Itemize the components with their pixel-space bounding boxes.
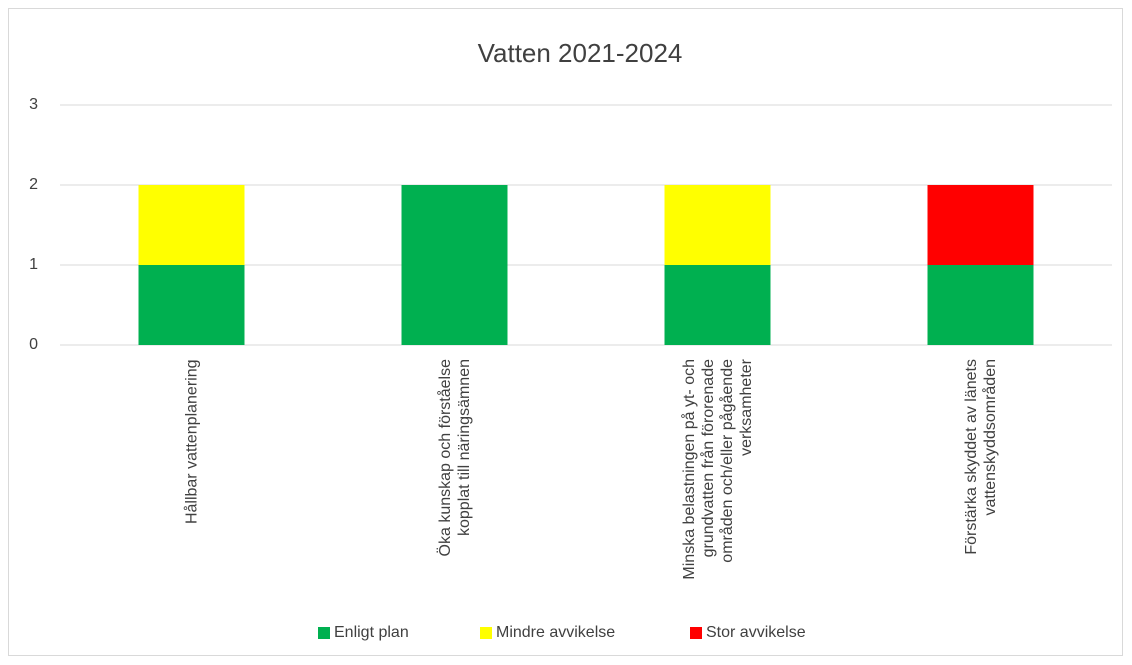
x-tick-label: Minska belastningen på yt- och grundvatt… [680,359,755,580]
y-tick-label: 1 [29,256,38,273]
x-tick-label: Förstärka skyddet av länets vattenskydds… [962,359,999,555]
bar-segment [138,185,245,265]
chart-title: Vatten 2021-2024 [478,38,683,68]
legend-swatch [690,627,702,639]
legend-swatch [318,627,330,639]
x-tick-label: Öka kunskap och förståelse kopplat till … [436,359,473,557]
bar-segment [138,265,245,345]
legend-label: Mindre avvikelse [496,624,615,641]
y-tick-label: 2 [29,176,38,193]
y-tick-label: 0 [29,336,38,353]
bar-segment [401,185,508,345]
legend-label: Stor avvikelse [706,624,806,641]
y-tick-label: 3 [29,96,38,113]
x-tick-label: Hållbar vattenplanering [183,359,200,524]
bar-segment [664,185,771,265]
bar-segment [664,265,771,345]
bar-segment [927,185,1034,265]
legend-swatch [480,627,492,639]
legend-label: Enligt plan [334,624,409,641]
bar-segment [927,265,1034,345]
